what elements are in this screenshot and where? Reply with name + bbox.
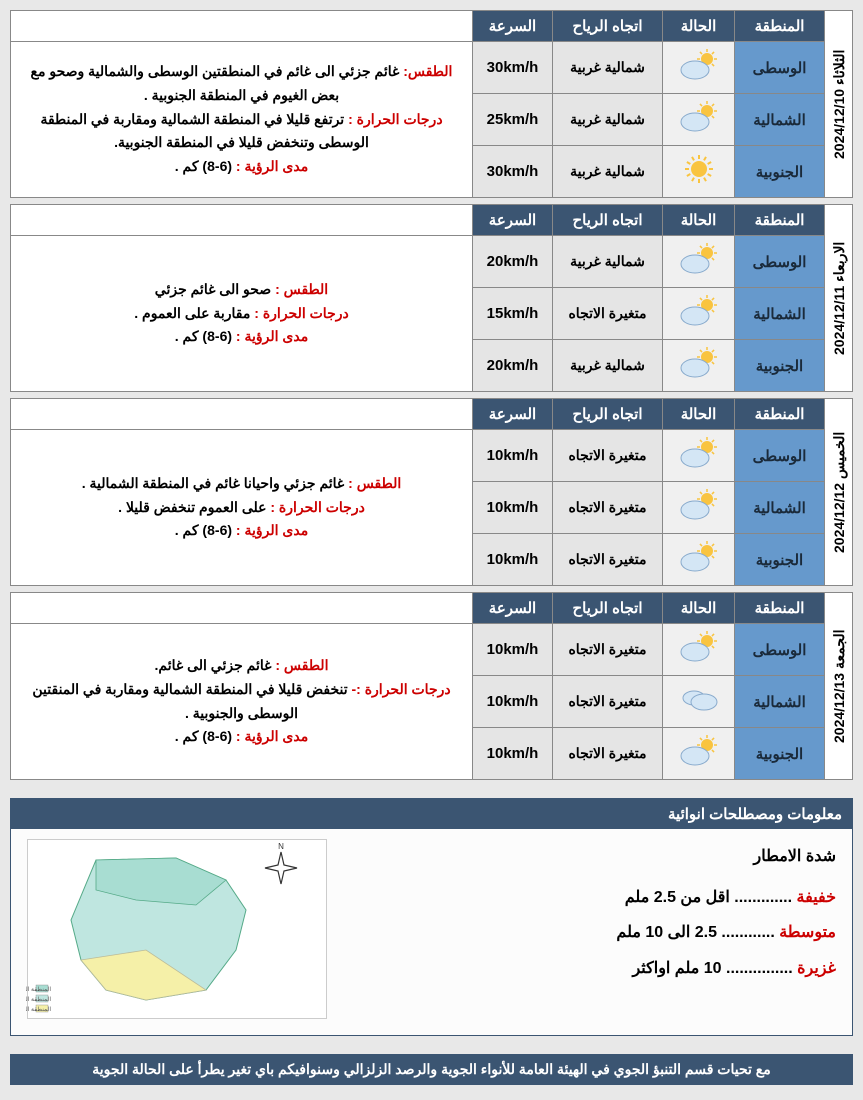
wind-speed: 10km/h bbox=[473, 728, 553, 780]
wind-speed: 25km/h bbox=[473, 94, 553, 146]
weather-icon bbox=[663, 624, 735, 676]
day-forecast-table: الجمعة 2024/12/13 المنطقة الحالة اتجاه ا… bbox=[10, 592, 853, 780]
hdr-region: المنطقة bbox=[735, 399, 825, 430]
forecast-container: الثلاثاء 2024/12/10 المنطقة الحالة اتجاه… bbox=[10, 10, 853, 780]
weather-icon bbox=[663, 728, 735, 780]
wind-direction: شمالية غربية bbox=[553, 146, 663, 198]
weather-icon bbox=[663, 340, 735, 392]
region-cell: الجنوبية bbox=[735, 728, 825, 780]
date-cell: الجمعة 2024/12/13 bbox=[825, 593, 853, 780]
hdr-condition: الحالة bbox=[663, 205, 735, 236]
forecast-description: الطقس : صحو الى غائم جزئيدرجات الحرارة :… bbox=[11, 236, 473, 392]
region-cell: الجنوبية bbox=[735, 534, 825, 586]
day-forecast-table: الخميس 2024/12/12 المنطقة الحالة اتجاه ا… bbox=[10, 398, 853, 586]
wind-speed: 30km/h bbox=[473, 42, 553, 94]
day-forecast-table: الثلاثاء 2024/12/10 المنطقة الحالة اتجاه… bbox=[10, 10, 853, 198]
region-cell: الوسطى bbox=[735, 430, 825, 482]
rain-heading: شدة الامطار bbox=[347, 839, 836, 874]
wind-direction: متغيرة الاتجاه bbox=[553, 624, 663, 676]
wind-speed: 10km/h bbox=[473, 624, 553, 676]
info-box: معلومات ومصطلحات انوائية شدة الامطار خفي… bbox=[10, 798, 853, 1036]
wind-speed: 10km/h bbox=[473, 482, 553, 534]
day-forecast-table: الاربعاء 2024/12/11 المنطقة الحالة اتجاه… bbox=[10, 204, 853, 392]
wind-direction: متغيرة الاتجاه bbox=[553, 676, 663, 728]
region-cell: الجنوبية bbox=[735, 146, 825, 198]
date-cell: الخميس 2024/12/12 bbox=[825, 399, 853, 586]
weather-icon bbox=[663, 236, 735, 288]
region-cell: الشمالية bbox=[735, 676, 825, 728]
wind-speed: 15km/h bbox=[473, 288, 553, 340]
hdr-wind: اتجاه الرياح bbox=[553, 205, 663, 236]
weather-icon bbox=[663, 482, 735, 534]
rain-level-row: متوسطة ............ 2.5 الى 10 ملم bbox=[347, 915, 836, 950]
hdr-region: المنطقة bbox=[735, 593, 825, 624]
wind-direction: متغيرة الاتجاه bbox=[553, 288, 663, 340]
hdr-speed: السرعة bbox=[473, 11, 553, 42]
weather-icon bbox=[663, 94, 735, 146]
svg-text:المنطقة الجنوبية: المنطقة الجنوبية bbox=[26, 1006, 51, 1013]
weather-icon bbox=[663, 676, 735, 728]
rain-level-row: غزيرة ............... 10 ملم اواكثر bbox=[347, 951, 836, 986]
wind-direction: شمالية غربية bbox=[553, 340, 663, 392]
hdr-wind: اتجاه الرياح bbox=[553, 11, 663, 42]
forecast-description: الطقس : غائم جزئي واحيانا غائم في المنطق… bbox=[11, 430, 473, 586]
weather-icon bbox=[663, 146, 735, 198]
forecast-description: الطقس : غائم جزئي الى غائم.درجات الحرارة… bbox=[11, 624, 473, 780]
wind-speed: 10km/h bbox=[473, 534, 553, 586]
hdr-condition: الحالة bbox=[663, 11, 735, 42]
hdr-condition: الحالة bbox=[663, 399, 735, 430]
wind-speed: 20km/h bbox=[473, 340, 553, 392]
hdr-wind: اتجاه الرياح bbox=[553, 399, 663, 430]
hdr-speed: السرعة bbox=[473, 593, 553, 624]
svg-text:المنطقة الشمالية: المنطقة الشمالية bbox=[26, 986, 51, 993]
region-cell: الشمالية bbox=[735, 288, 825, 340]
wind-direction: متغيرة الاتجاه bbox=[553, 534, 663, 586]
rain-level-row: خفيفة ............. اقل من 2.5 ملم bbox=[347, 880, 836, 915]
svg-text:N: N bbox=[278, 842, 284, 851]
hdr-condition: الحالة bbox=[663, 593, 735, 624]
wind-direction: متغيرة الاتجاه bbox=[553, 430, 663, 482]
wind-direction: شمالية غربية bbox=[553, 94, 663, 146]
wind-speed: 10km/h bbox=[473, 430, 553, 482]
info-title: معلومات ومصطلحات انوائية bbox=[11, 799, 852, 829]
wind-direction: شمالية غربية bbox=[553, 236, 663, 288]
region-cell: الجنوبية bbox=[735, 340, 825, 392]
footer-bar: مع تحيات قسم التنبؤ الجوي في الهيئة العا… bbox=[10, 1054, 853, 1085]
info-body: شدة الامطار خفيفة ............. اقل من 2… bbox=[11, 829, 852, 1035]
region-cell: الشمالية bbox=[735, 94, 825, 146]
date-cell: الثلاثاء 2024/12/10 bbox=[825, 11, 853, 198]
hdr-region: المنطقة bbox=[735, 205, 825, 236]
wind-speed: 30km/h bbox=[473, 146, 553, 198]
iraq-map: N المنطقة الشمالية المنطقة الوسطى المنطق… bbox=[27, 839, 327, 1019]
forecast-description: الطقس: غائم جزئي الى غائم في المنطقتين ا… bbox=[11, 42, 473, 198]
hdr-region: المنطقة bbox=[735, 11, 825, 42]
weather-icon bbox=[663, 430, 735, 482]
wind-direction: متغيرة الاتجاه bbox=[553, 482, 663, 534]
rain-intensity-text: شدة الامطار خفيفة ............. اقل من 2… bbox=[347, 839, 836, 1019]
region-cell: الشمالية bbox=[735, 482, 825, 534]
weather-icon bbox=[663, 534, 735, 586]
date-cell: الاربعاء 2024/12/11 bbox=[825, 205, 853, 392]
hdr-speed: السرعة bbox=[473, 399, 553, 430]
region-cell: الوسطى bbox=[735, 624, 825, 676]
wind-direction: متغيرة الاتجاه bbox=[553, 728, 663, 780]
region-cell: الوسطى bbox=[735, 42, 825, 94]
wind-speed: 10km/h bbox=[473, 676, 553, 728]
hdr-speed: السرعة bbox=[473, 205, 553, 236]
svg-text:المنطقة الوسطى: المنطقة الوسطى bbox=[26, 996, 51, 1003]
region-cell: الوسطى bbox=[735, 236, 825, 288]
weather-icon bbox=[663, 42, 735, 94]
weather-icon bbox=[663, 288, 735, 340]
wind-speed: 20km/h bbox=[473, 236, 553, 288]
wind-direction: شمالية غربية bbox=[553, 42, 663, 94]
hdr-wind: اتجاه الرياح bbox=[553, 593, 663, 624]
